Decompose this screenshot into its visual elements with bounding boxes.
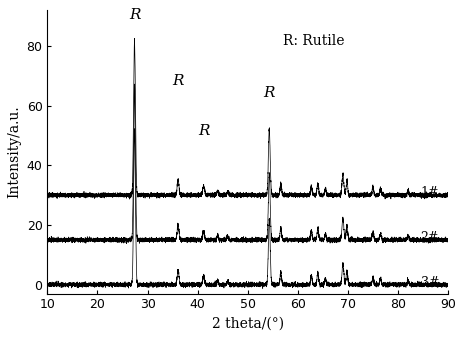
Text: R: R xyxy=(263,86,275,100)
Text: R: Rutile: R: Rutile xyxy=(283,34,344,48)
Text: R: R xyxy=(129,8,140,22)
Text: R: R xyxy=(172,74,184,88)
Y-axis label: Intensity/a.u.: Intensity/a.u. xyxy=(7,105,21,198)
X-axis label: 2 theta/(°): 2 theta/(°) xyxy=(212,317,284,331)
Text: 3#: 3# xyxy=(420,276,439,289)
Text: 1#: 1# xyxy=(420,186,439,199)
Text: R: R xyxy=(198,124,209,138)
Text: 2#: 2# xyxy=(420,231,439,244)
